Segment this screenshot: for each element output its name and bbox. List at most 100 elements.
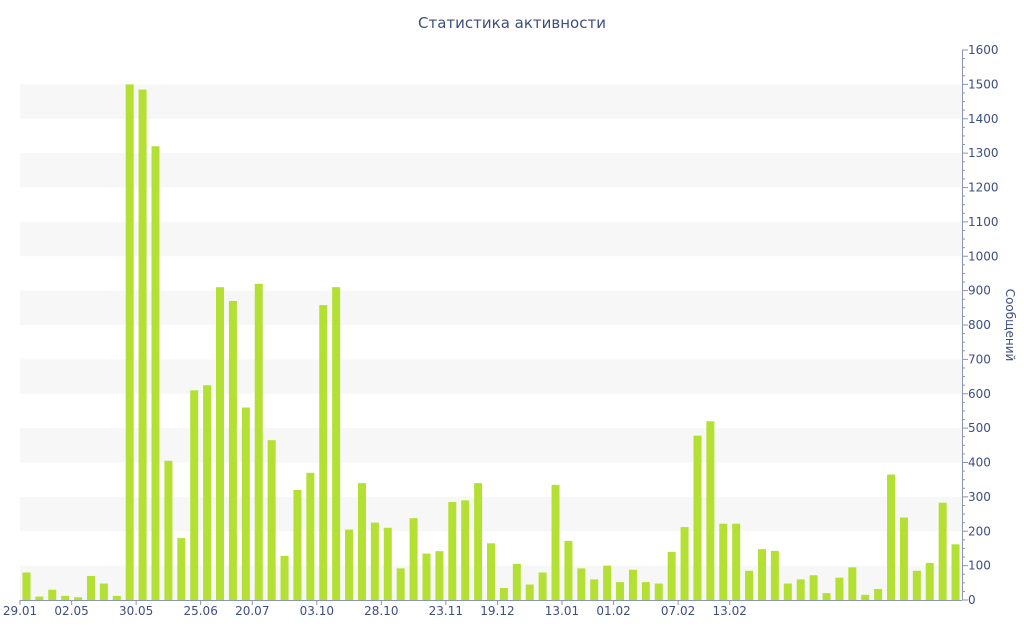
grid-band <box>20 428 962 463</box>
bar <box>422 553 431 600</box>
bar <box>267 440 276 600</box>
y-tick-label: 1600 <box>968 43 999 57</box>
x-tick-label: 13.02 <box>713 604 747 618</box>
bar <box>164 460 173 600</box>
bar <box>848 567 857 600</box>
x-tick-label: 07.02 <box>661 604 695 618</box>
bar <box>577 568 586 600</box>
bar <box>861 594 870 600</box>
bar <box>899 517 908 600</box>
bar <box>770 550 779 600</box>
bar <box>22 572 31 600</box>
bar <box>564 540 573 600</box>
bar <box>435 551 444 600</box>
y-axis-label: Сообщений <box>1003 289 1017 362</box>
bar <box>654 583 663 600</box>
bar <box>874 589 883 600</box>
x-tick-label: 19.12 <box>480 604 514 618</box>
y-tick-label: 500 <box>968 421 991 435</box>
bar <box>887 474 896 600</box>
bar <box>745 570 754 600</box>
bar <box>706 421 715 600</box>
bar <box>293 490 302 600</box>
x-tick-label: 03.10 <box>300 604 334 618</box>
bar <box>461 500 470 600</box>
bar <box>396 568 405 600</box>
grid-band <box>20 153 962 188</box>
x-tick-label: 30.05 <box>119 604 153 618</box>
bar <box>151 146 160 600</box>
x-tick-label: 13.01 <box>545 604 579 618</box>
bar <box>319 305 328 600</box>
bar <box>35 596 44 600</box>
bar <box>254 283 263 600</box>
bar <box>822 593 831 600</box>
bar <box>486 543 496 600</box>
grid-band <box>20 84 962 119</box>
bar <box>809 575 818 600</box>
bar <box>551 484 560 600</box>
bar <box>938 502 947 600</box>
bar <box>99 583 108 600</box>
bar <box>641 582 650 600</box>
bar <box>538 572 547 600</box>
x-tick-label: 28.10 <box>364 604 398 618</box>
bar <box>796 579 805 600</box>
x-tick-label: 29.01 <box>3 604 37 618</box>
bar <box>228 300 237 600</box>
x-tick-label: 20.07 <box>235 604 269 618</box>
chart-title: Статистика активности <box>418 14 606 32</box>
bar <box>190 390 199 600</box>
bar <box>74 597 83 600</box>
bar <box>499 587 508 600</box>
bar <box>280 556 289 600</box>
bar <box>306 472 315 600</box>
y-tick-label: 1200 <box>968 181 999 195</box>
bar <box>512 563 521 600</box>
bar <box>48 589 57 600</box>
bar <box>61 595 70 600</box>
bar <box>474 483 483 600</box>
bar <box>667 551 676 600</box>
bar <box>138 89 147 600</box>
bar <box>525 584 534 600</box>
y-tick-label: 1300 <box>968 146 999 160</box>
bar <box>203 385 212 600</box>
bar <box>125 84 134 600</box>
y-tick-label: 300 <box>968 490 991 504</box>
bar <box>757 549 766 600</box>
y-tick-label: 0 <box>968 593 976 607</box>
y-tick-label: 1400 <box>968 112 999 126</box>
bar <box>216 287 225 600</box>
y-tick-label: 1100 <box>968 215 999 229</box>
bar <box>925 562 934 600</box>
bar <box>409 518 418 600</box>
x-tick-label: 23.11 <box>429 604 463 618</box>
y-tick-label: 400 <box>968 456 991 470</box>
bar <box>332 287 341 600</box>
bar <box>448 502 457 600</box>
bar <box>177 538 186 600</box>
bar <box>112 595 121 600</box>
y-tick-label: 200 <box>968 524 991 538</box>
y-tick-label: 1000 <box>968 249 999 263</box>
bar <box>628 569 637 600</box>
bar <box>719 523 728 600</box>
bar <box>86 575 95 600</box>
bar <box>357 483 366 600</box>
y-tick-label: 800 <box>968 318 991 332</box>
bar <box>835 577 844 600</box>
grid-band <box>20 290 962 325</box>
bar <box>732 523 741 600</box>
bar <box>383 527 392 600</box>
bar <box>616 582 625 600</box>
bar <box>912 570 921 600</box>
bar <box>345 529 354 600</box>
y-tick-label: 700 <box>968 352 991 366</box>
bar <box>680 527 689 600</box>
x-tick-label: 02.05 <box>54 604 88 618</box>
bar <box>783 583 792 600</box>
grid-band <box>20 359 962 394</box>
